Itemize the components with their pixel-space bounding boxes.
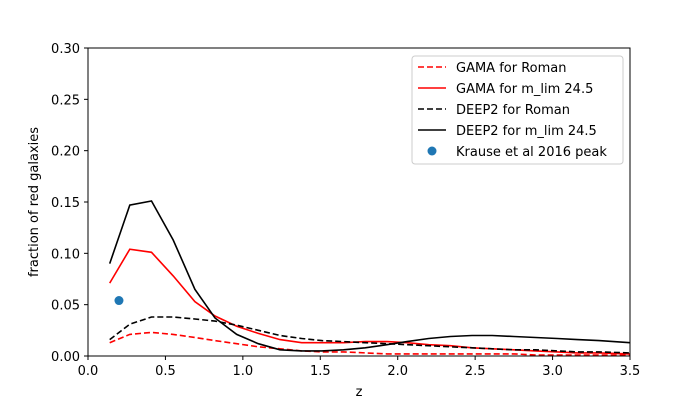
legend-swatch <box>427 146 437 156</box>
series-line <box>108 200 631 352</box>
series-line <box>109 331 630 356</box>
legend-label: DEEP2 for m_lim 24.5 <box>456 124 597 139</box>
series-point <box>114 296 124 306</box>
series-lines <box>108 200 631 356</box>
y-axis-label: fraction of red galaxies <box>27 127 42 277</box>
y-tick-label: 0.15 <box>51 196 80 211</box>
x-tick-label: 3.0 <box>542 364 563 379</box>
y-tick-label: 0.10 <box>51 247 80 262</box>
y-tick-label: 0.25 <box>51 93 80 108</box>
y-tick-label: 0.05 <box>51 299 80 314</box>
series-line <box>109 316 631 354</box>
legend-label: Krause et al 2016 peak <box>456 145 607 160</box>
y-axis-ticks: 0.00 0.05 0.10 0.15 0.20 0.25 0.30 <box>51 42 88 365</box>
x-tick-label: 1.5 <box>310 364 331 379</box>
legend-box <box>411 55 624 165</box>
x-tick-label: 2.0 <box>387 364 408 379</box>
y-tick-label: 0.00 <box>51 350 80 365</box>
series-markers <box>114 296 124 306</box>
series-line <box>109 248 631 355</box>
x-tick-label: 2.5 <box>465 364 486 379</box>
legend-label: GAMA for Roman <box>456 61 567 76</box>
legend-label: GAMA for m_lim 24.5 <box>456 82 593 97</box>
legend: GAMA for Roman GAMA for m_lim 24.5 DEEP2 f… <box>411 55 624 165</box>
y-tick-label: 0.30 <box>51 42 80 57</box>
x-tick-label: 1.0 <box>233 364 254 379</box>
x-axis-ticks: 0.0 0.5 1.0 1.5 2.0 2.5 3.0 3.5 <box>78 356 641 379</box>
legend-label: DEEP2 for Roman <box>456 103 570 118</box>
x-tick-label: 3.5 <box>620 364 641 379</box>
x-tick-label: 0.0 <box>78 364 99 379</box>
x-axis-label: z <box>356 385 363 400</box>
x-tick-label: 0.5 <box>155 364 176 379</box>
y-tick-label: 0.20 <box>51 145 80 160</box>
